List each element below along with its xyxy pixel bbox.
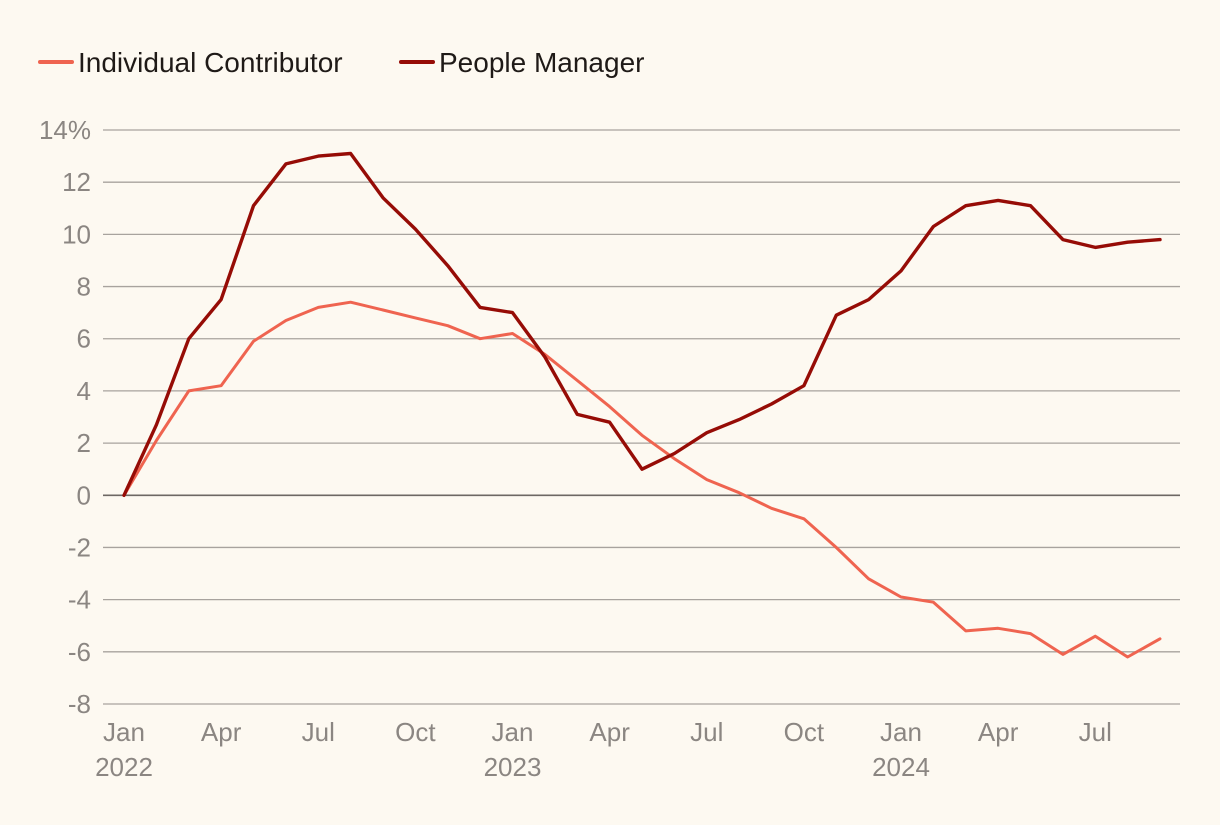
legend-label-individual-contributor: Individual Contributor	[78, 47, 343, 78]
y-tick-label: 14%	[39, 115, 91, 145]
x-tick-year-label: 2022	[95, 752, 153, 782]
series-group	[122, 151, 1162, 659]
y-tick-label: -4	[68, 585, 91, 615]
x-tick-label: Jan	[103, 717, 145, 747]
y-tick-label: 0	[77, 480, 91, 510]
x-tick-label: Apr	[201, 717, 242, 747]
y-tick-label: 10	[62, 219, 91, 249]
grid-lines	[103, 129, 1180, 705]
series-line-people-manager	[122, 151, 1162, 497]
y-tick-label: 4	[77, 376, 91, 406]
y-tick-label: 8	[77, 272, 91, 302]
x-tick-label: Jul	[302, 717, 335, 747]
x-tick-label: Jul	[690, 717, 723, 747]
y-axis-ticks: 14% 12 10 8 6 4 2 0 -2 -4 -6 -8	[39, 115, 91, 719]
y-tick-label: 12	[62, 167, 91, 197]
x-tick-label: Apr	[589, 717, 630, 747]
legend-label-people-manager: People Manager	[439, 47, 644, 78]
x-tick-label: Jan	[492, 717, 534, 747]
x-tick-year-label: 2023	[484, 752, 542, 782]
x-tick-label: Oct	[784, 717, 825, 747]
x-tick-year-label: 2024	[872, 752, 930, 782]
y-tick-label: -2	[68, 532, 91, 562]
x-tick-label: Jan	[880, 717, 922, 747]
x-tick-label: Jul	[1079, 717, 1112, 747]
y-tick-label: -8	[68, 689, 91, 719]
x-axis-ticks: Jan 2022 Apr Jul Oct Jan 2023 Apr Jul Oct Jan 2024 A…	[95, 717, 1112, 782]
series-line-individual-contributor	[122, 300, 1162, 659]
legend: Individual Contributor People Manager	[38, 47, 644, 78]
y-tick-label: -6	[68, 637, 91, 667]
y-tick-label: 2	[77, 428, 91, 458]
x-tick-label: Oct	[395, 717, 436, 747]
y-tick-label: 6	[77, 324, 91, 354]
x-tick-label: Apr	[978, 717, 1019, 747]
